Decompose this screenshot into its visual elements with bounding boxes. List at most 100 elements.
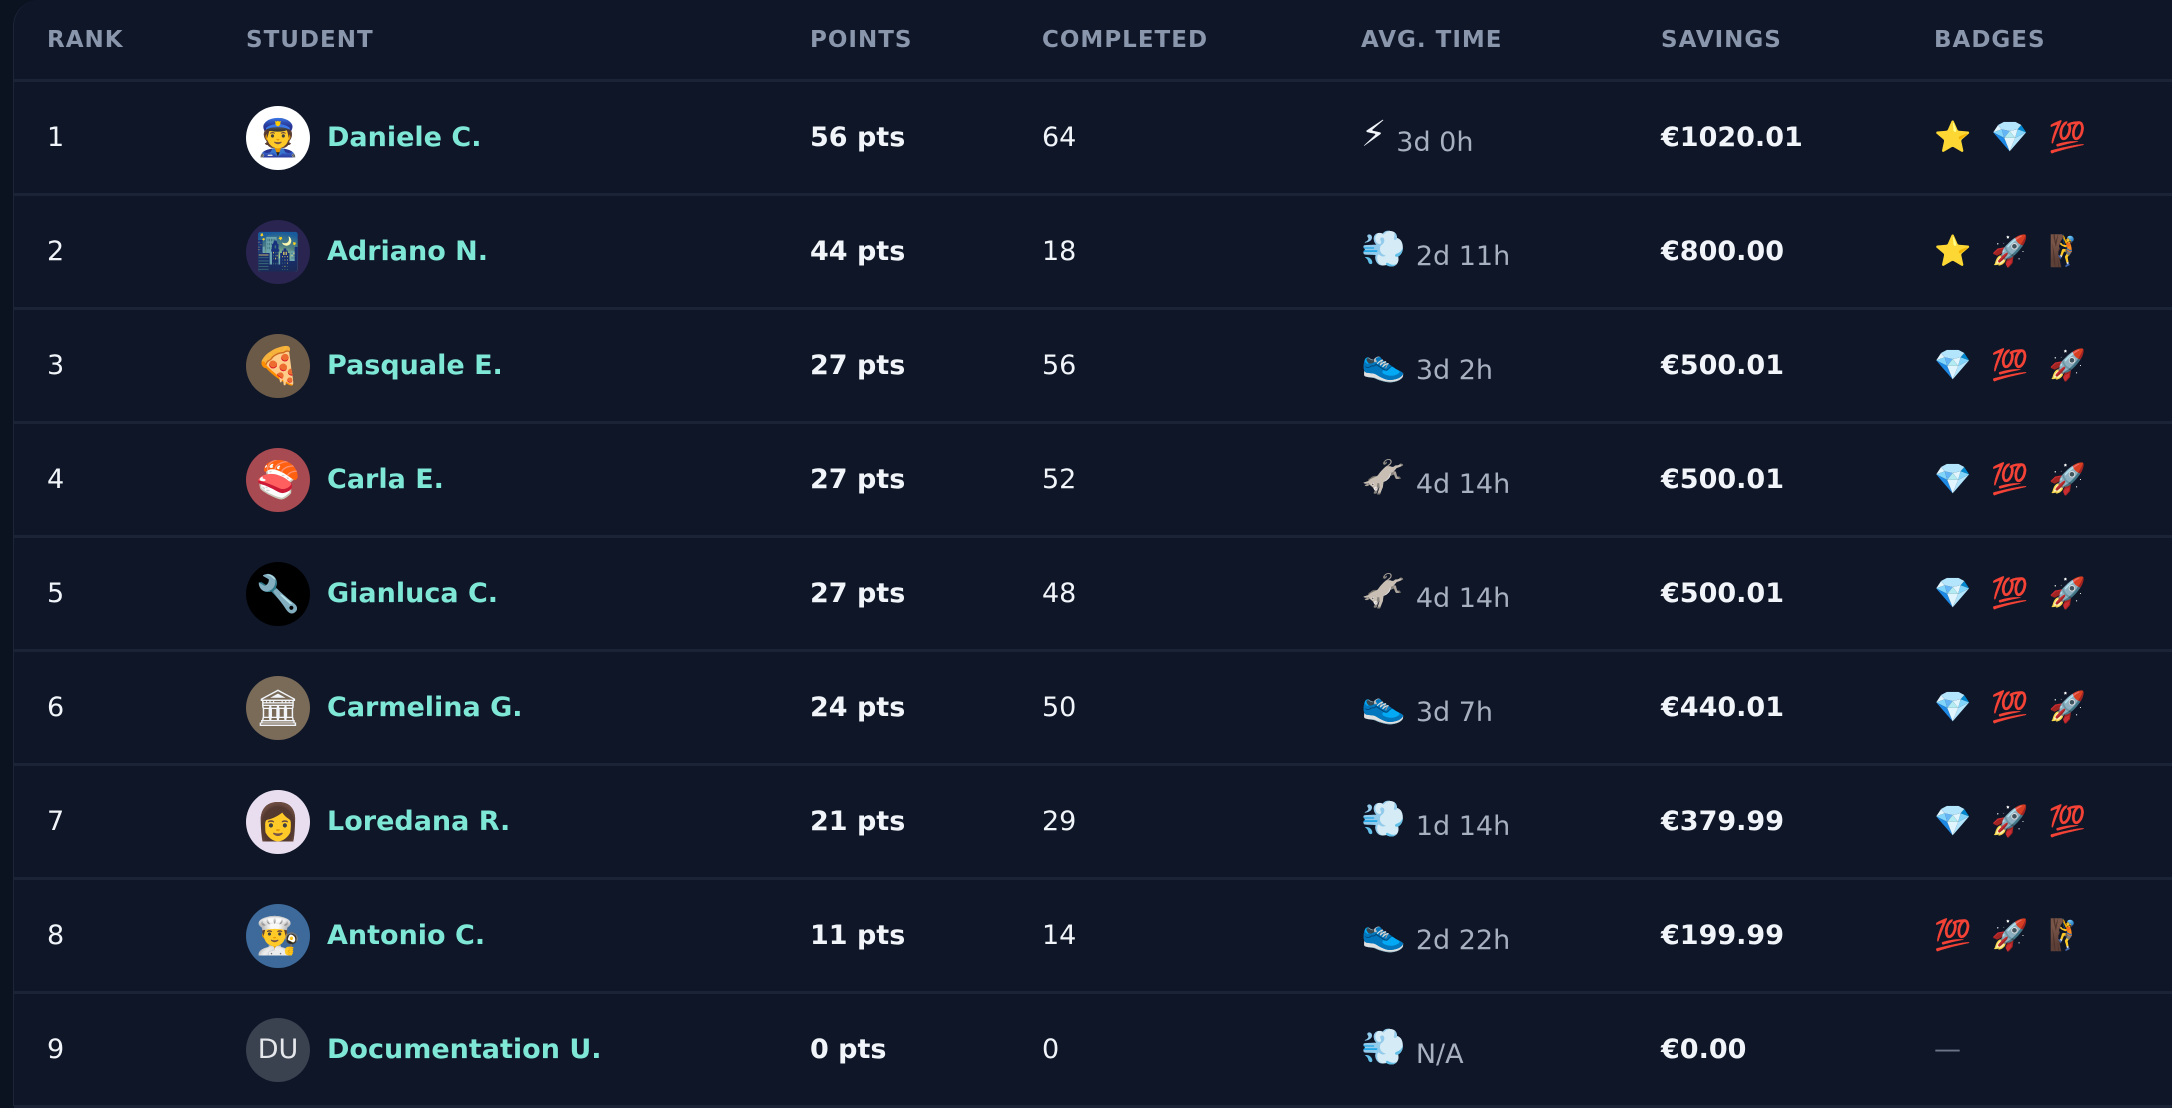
student-name-link[interactable]: Adriano N. xyxy=(327,236,489,267)
table-row[interactable]: 1 👮 Daniele C. 56 pts 64 ⚡ 3d 0h €1020.0… xyxy=(14,82,2172,196)
avg-time: 💨 N/A xyxy=(1361,994,1464,1105)
header-completed[interactable]: COMPLETED xyxy=(1042,26,1209,53)
rank: 3 xyxy=(47,350,65,381)
student-name-link[interactable]: Loredana R. xyxy=(327,806,511,837)
lightning-icon: ⚡ xyxy=(1361,114,1387,155)
completed-count: 52 xyxy=(1042,464,1077,495)
avatar[interactable]: 👨‍🍳 xyxy=(246,903,310,968)
header-badges[interactable]: BADGES xyxy=(1934,26,2046,53)
header-avg-time[interactable]: AVG. TIME xyxy=(1361,26,1503,53)
rocket-badge-icon: 🚀 xyxy=(1991,918,2029,953)
student[interactable]: 🔧 Gianluca C. xyxy=(246,538,498,649)
diamond-badge-icon: 💎 xyxy=(1934,576,1972,611)
wind-dash-icon: 💨 xyxy=(1361,228,1406,270)
avatar[interactable]: 🏛 xyxy=(246,675,310,740)
table-row[interactable]: 6 🏛 Carmelina G. 24 pts 50 👟 3d 7h €440.… xyxy=(14,652,2172,766)
student-name-link[interactable]: Pasquale E. xyxy=(327,350,503,381)
hundred-badge-icon: 💯 xyxy=(1991,462,2029,497)
climber-badge-icon: 🧗 xyxy=(2048,234,2087,269)
avg-time-value: 2d 22h xyxy=(1415,925,1511,956)
table-row[interactable]: 3 🍕 Pasquale E. 27 pts 56 👟 3d 2h €500.0… xyxy=(14,310,2172,424)
hundred-badge-icon: 💯 xyxy=(1991,690,2029,725)
student[interactable]: 🍣 Carla E. xyxy=(246,424,444,535)
header-rank[interactable]: RANK xyxy=(47,26,124,53)
avg-time-value: 4d 14h xyxy=(1415,583,1511,614)
points: 0 pts xyxy=(810,1034,887,1065)
hundred-badge-icon: 💯 xyxy=(2048,804,2087,839)
avatar[interactable]: 🍕 xyxy=(246,333,310,398)
completed-count: 29 xyxy=(1042,806,1077,837)
table-row[interactable]: 8 👨‍🍳 Antonio C. 11 pts 14 👟 2d 22h €199… xyxy=(14,880,2172,994)
avg-time-value: 3d 7h xyxy=(1415,697,1494,728)
student-name-link[interactable]: Documentation U. xyxy=(327,1034,602,1065)
student-name-link[interactable]: Carla E. xyxy=(327,464,444,495)
avg-time-value: 3d 0h xyxy=(1396,127,1474,158)
avatar[interactable]: 🌃 xyxy=(246,219,310,284)
rank: 9 xyxy=(47,1034,65,1065)
avg-time: 👟 2d 22h xyxy=(1361,880,1510,991)
avatar[interactable]: 👩 xyxy=(246,789,310,854)
donkey-icon: 🫏 xyxy=(1361,570,1406,612)
hundred-badge-icon: 💯 xyxy=(2048,120,2087,155)
table-row[interactable]: 5 🔧 Gianluca C. 27 pts 48 🫏 4d 14h €500.… xyxy=(14,538,2172,652)
student[interactable]: 🍕 Pasquale E. xyxy=(246,310,503,421)
student[interactable]: 🏛 Carmelina G. xyxy=(246,652,523,763)
student[interactable]: 👨‍🍳 Antonio C. xyxy=(246,880,485,991)
header-student[interactable]: STUDENT xyxy=(246,26,374,53)
student-name-link[interactable]: Gianluca C. xyxy=(327,578,499,609)
savings: €0.00 xyxy=(1661,1034,1747,1065)
avatar-image: 👩 xyxy=(255,801,301,843)
diamond-badge-icon: 💎 xyxy=(1934,462,1972,497)
avg-time-value: N/A xyxy=(1415,1039,1464,1070)
completed-count: 18 xyxy=(1042,236,1077,267)
points: 27 pts xyxy=(810,578,906,609)
avatar[interactable]: 🔧 xyxy=(246,561,310,626)
no-badges: — xyxy=(1934,1034,1961,1065)
points: 21 pts xyxy=(810,806,906,837)
badges: ⭐ 💎 💯 xyxy=(1934,82,2106,193)
rocket-badge-icon: 🚀 xyxy=(2048,576,2087,611)
completed-count: 56 xyxy=(1042,350,1077,381)
completed-count: 50 xyxy=(1042,692,1077,723)
avatar[interactable]: 🍣 xyxy=(246,447,310,512)
points: 24 pts xyxy=(810,692,906,723)
header-savings[interactable]: SAVINGS xyxy=(1661,26,1782,53)
student-name-link[interactable]: Antonio C. xyxy=(327,920,486,951)
student-name-link[interactable]: Daniele C. xyxy=(327,122,482,153)
hundred-badge-icon: 💯 xyxy=(1991,576,2029,611)
badges: 💎 💯 🚀 xyxy=(1934,652,2106,763)
avatar-initials: DU xyxy=(257,1034,299,1065)
rank: 4 xyxy=(47,464,65,495)
student-name-link[interactable]: Carmelina G. xyxy=(327,692,523,723)
header-points[interactable]: POINTS xyxy=(810,26,913,53)
diamond-badge-icon: 💎 xyxy=(1934,690,1972,725)
diamond-badge-icon: 💎 xyxy=(1991,120,2029,155)
rocket-badge-icon: 🚀 xyxy=(2048,690,2087,725)
hundred-badge-icon: 💯 xyxy=(1934,918,1972,953)
rocket-badge-icon: 🚀 xyxy=(1991,804,2029,839)
table-row[interactable]: 4 🍣 Carla E. 27 pts 52 🫏 4d 14h €500.01 … xyxy=(14,424,2172,538)
avg-time: 🫏 4d 14h xyxy=(1361,424,1510,535)
wind-dash-icon: 💨 xyxy=(1361,798,1406,840)
savings: €500.01 xyxy=(1661,578,1784,609)
table-row[interactable]: 7 👩 Loredana R. 21 pts 29 💨 1d 14h €379.… xyxy=(14,766,2172,880)
avatar-image: 🌃 xyxy=(255,231,301,273)
donkey-icon: 🫏 xyxy=(1361,456,1406,498)
avatar[interactable]: 👮 xyxy=(246,105,310,170)
rank: 7 xyxy=(47,806,65,837)
star-badge-icon: ⭐ xyxy=(1934,234,1972,269)
hundred-badge-icon: 💯 xyxy=(1991,348,2029,383)
badges: 💎 💯 🚀 xyxy=(1934,424,2106,535)
rocket-badge-icon: 🚀 xyxy=(1991,234,2029,269)
table-row[interactable]: 2 🌃 Adriano N. 44 pts 18 💨 2d 11h €800.0… xyxy=(14,196,2172,310)
avg-time: 👟 3d 7h xyxy=(1361,652,1493,763)
avatar[interactable]: DU xyxy=(246,1017,310,1082)
wind-dash-icon: 💨 xyxy=(1361,1026,1406,1068)
table-row[interactable]: 9 DU Documentation U. 0 pts 0 💨 N/A €0.0… xyxy=(14,994,2172,1108)
student[interactable]: 👮 Daniele C. xyxy=(246,82,481,193)
student[interactable]: 👩 Loredana R. xyxy=(246,766,510,877)
avatar-image: 👨‍🍳 xyxy=(255,915,301,957)
student[interactable]: 🌃 Adriano N. xyxy=(246,196,488,307)
avg-time: ⚡ 3d 0h xyxy=(1361,82,1473,193)
student[interactable]: DU Documentation U. xyxy=(246,994,602,1105)
